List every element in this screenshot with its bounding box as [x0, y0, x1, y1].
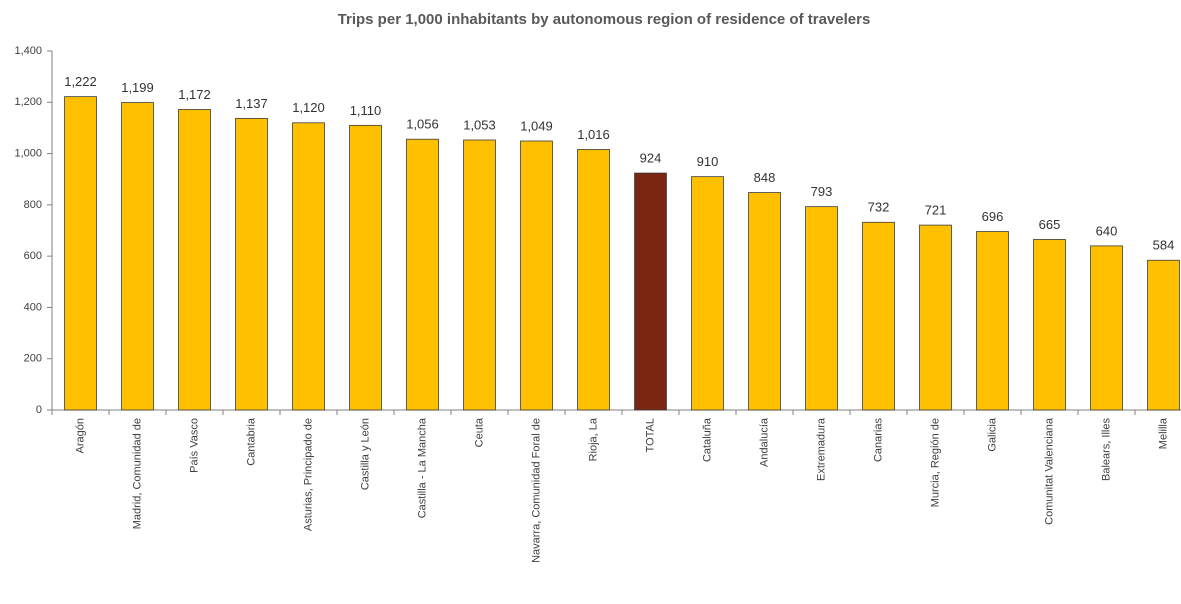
x-tick-label: Madrid, Comunidad de [131, 418, 143, 529]
bar [292, 122, 325, 411]
bar [121, 102, 154, 411]
value-label: 1,222 [64, 74, 97, 89]
bar [577, 149, 610, 411]
x-tick-label: Cataluña [701, 417, 713, 462]
value-label: 1,053 [463, 117, 496, 132]
x-tick-label: Rioja, La [587, 417, 599, 461]
bar [805, 206, 838, 411]
x-tick-label: Asturias, Principado de [302, 418, 314, 531]
y-tick-label: 800 [24, 199, 42, 211]
value-label: 732 [868, 200, 890, 215]
value-label: 793 [811, 184, 833, 199]
x-tick-label: Navarra, Comunidad Foral de [530, 418, 542, 563]
x-tick-label: Castilla - La Mancha [416, 417, 428, 518]
value-label: 1,016 [577, 127, 610, 142]
value-label: 1,172 [178, 87, 211, 102]
bar [406, 138, 439, 411]
bar [178, 109, 211, 411]
y-tick-label: 600 [24, 250, 42, 262]
y-tick-label: 0 [36, 404, 42, 416]
x-tick-label: Murcia, Región de [929, 418, 941, 507]
x-tick-label: Extremadura [815, 417, 827, 481]
bar [349, 124, 382, 411]
bar [463, 139, 496, 411]
value-label: 721 [925, 203, 947, 218]
y-tick-label: 1,000 [14, 147, 42, 159]
bar [64, 96, 97, 411]
y-tick-label: 400 [24, 301, 42, 313]
value-label: 924 [640, 150, 662, 165]
x-tick-label: Comunitat Valenciana [1043, 417, 1055, 525]
bar [1033, 239, 1066, 411]
bar [235, 118, 268, 411]
bar [1147, 259, 1180, 411]
x-tick-label: Cantabria [245, 417, 257, 466]
value-label: 696 [982, 209, 1004, 224]
x-tick-label: Castilla y León [359, 418, 371, 490]
value-label: 1,049 [520, 118, 553, 133]
x-tick-label: Melilla [1157, 417, 1169, 449]
bar [691, 176, 724, 411]
value-label: 1,199 [121, 80, 154, 95]
x-tick-label: País Vasco [188, 418, 200, 473]
x-tick-label: Balears, Illes [1100, 418, 1112, 481]
value-label: 1,110 [350, 103, 382, 118]
value-label: 584 [1153, 238, 1175, 253]
x-tick-label: TOTAL [644, 418, 656, 452]
x-tick-label: Ceuta [473, 417, 485, 447]
value-label: 1,137 [235, 96, 268, 111]
bar [634, 172, 667, 411]
x-tick-label: Andalucía [758, 417, 770, 467]
y-tick-label: 1,200 [14, 96, 42, 108]
x-tick-label: Galicia [986, 417, 998, 452]
value-label: 640 [1096, 223, 1118, 238]
chart-title: Trips per 1,000 inhabitants by autonomou… [338, 11, 871, 28]
value-label: 910 [697, 154, 719, 169]
bar [862, 221, 895, 411]
value-label: 1,120 [292, 100, 325, 115]
bar [976, 231, 1009, 411]
y-tick-label: 200 [24, 353, 42, 365]
value-label: 1,056 [406, 117, 439, 132]
bar [748, 192, 781, 411]
value-label: 848 [754, 170, 776, 185]
value-label: 665 [1039, 217, 1061, 232]
bar [520, 140, 553, 411]
x-tick-label: Canarias [872, 418, 884, 463]
y-tick-label: 1,400 [14, 45, 42, 57]
bar [1090, 245, 1123, 411]
x-tick-label: Aragón [74, 418, 86, 453]
bar [919, 224, 952, 411]
